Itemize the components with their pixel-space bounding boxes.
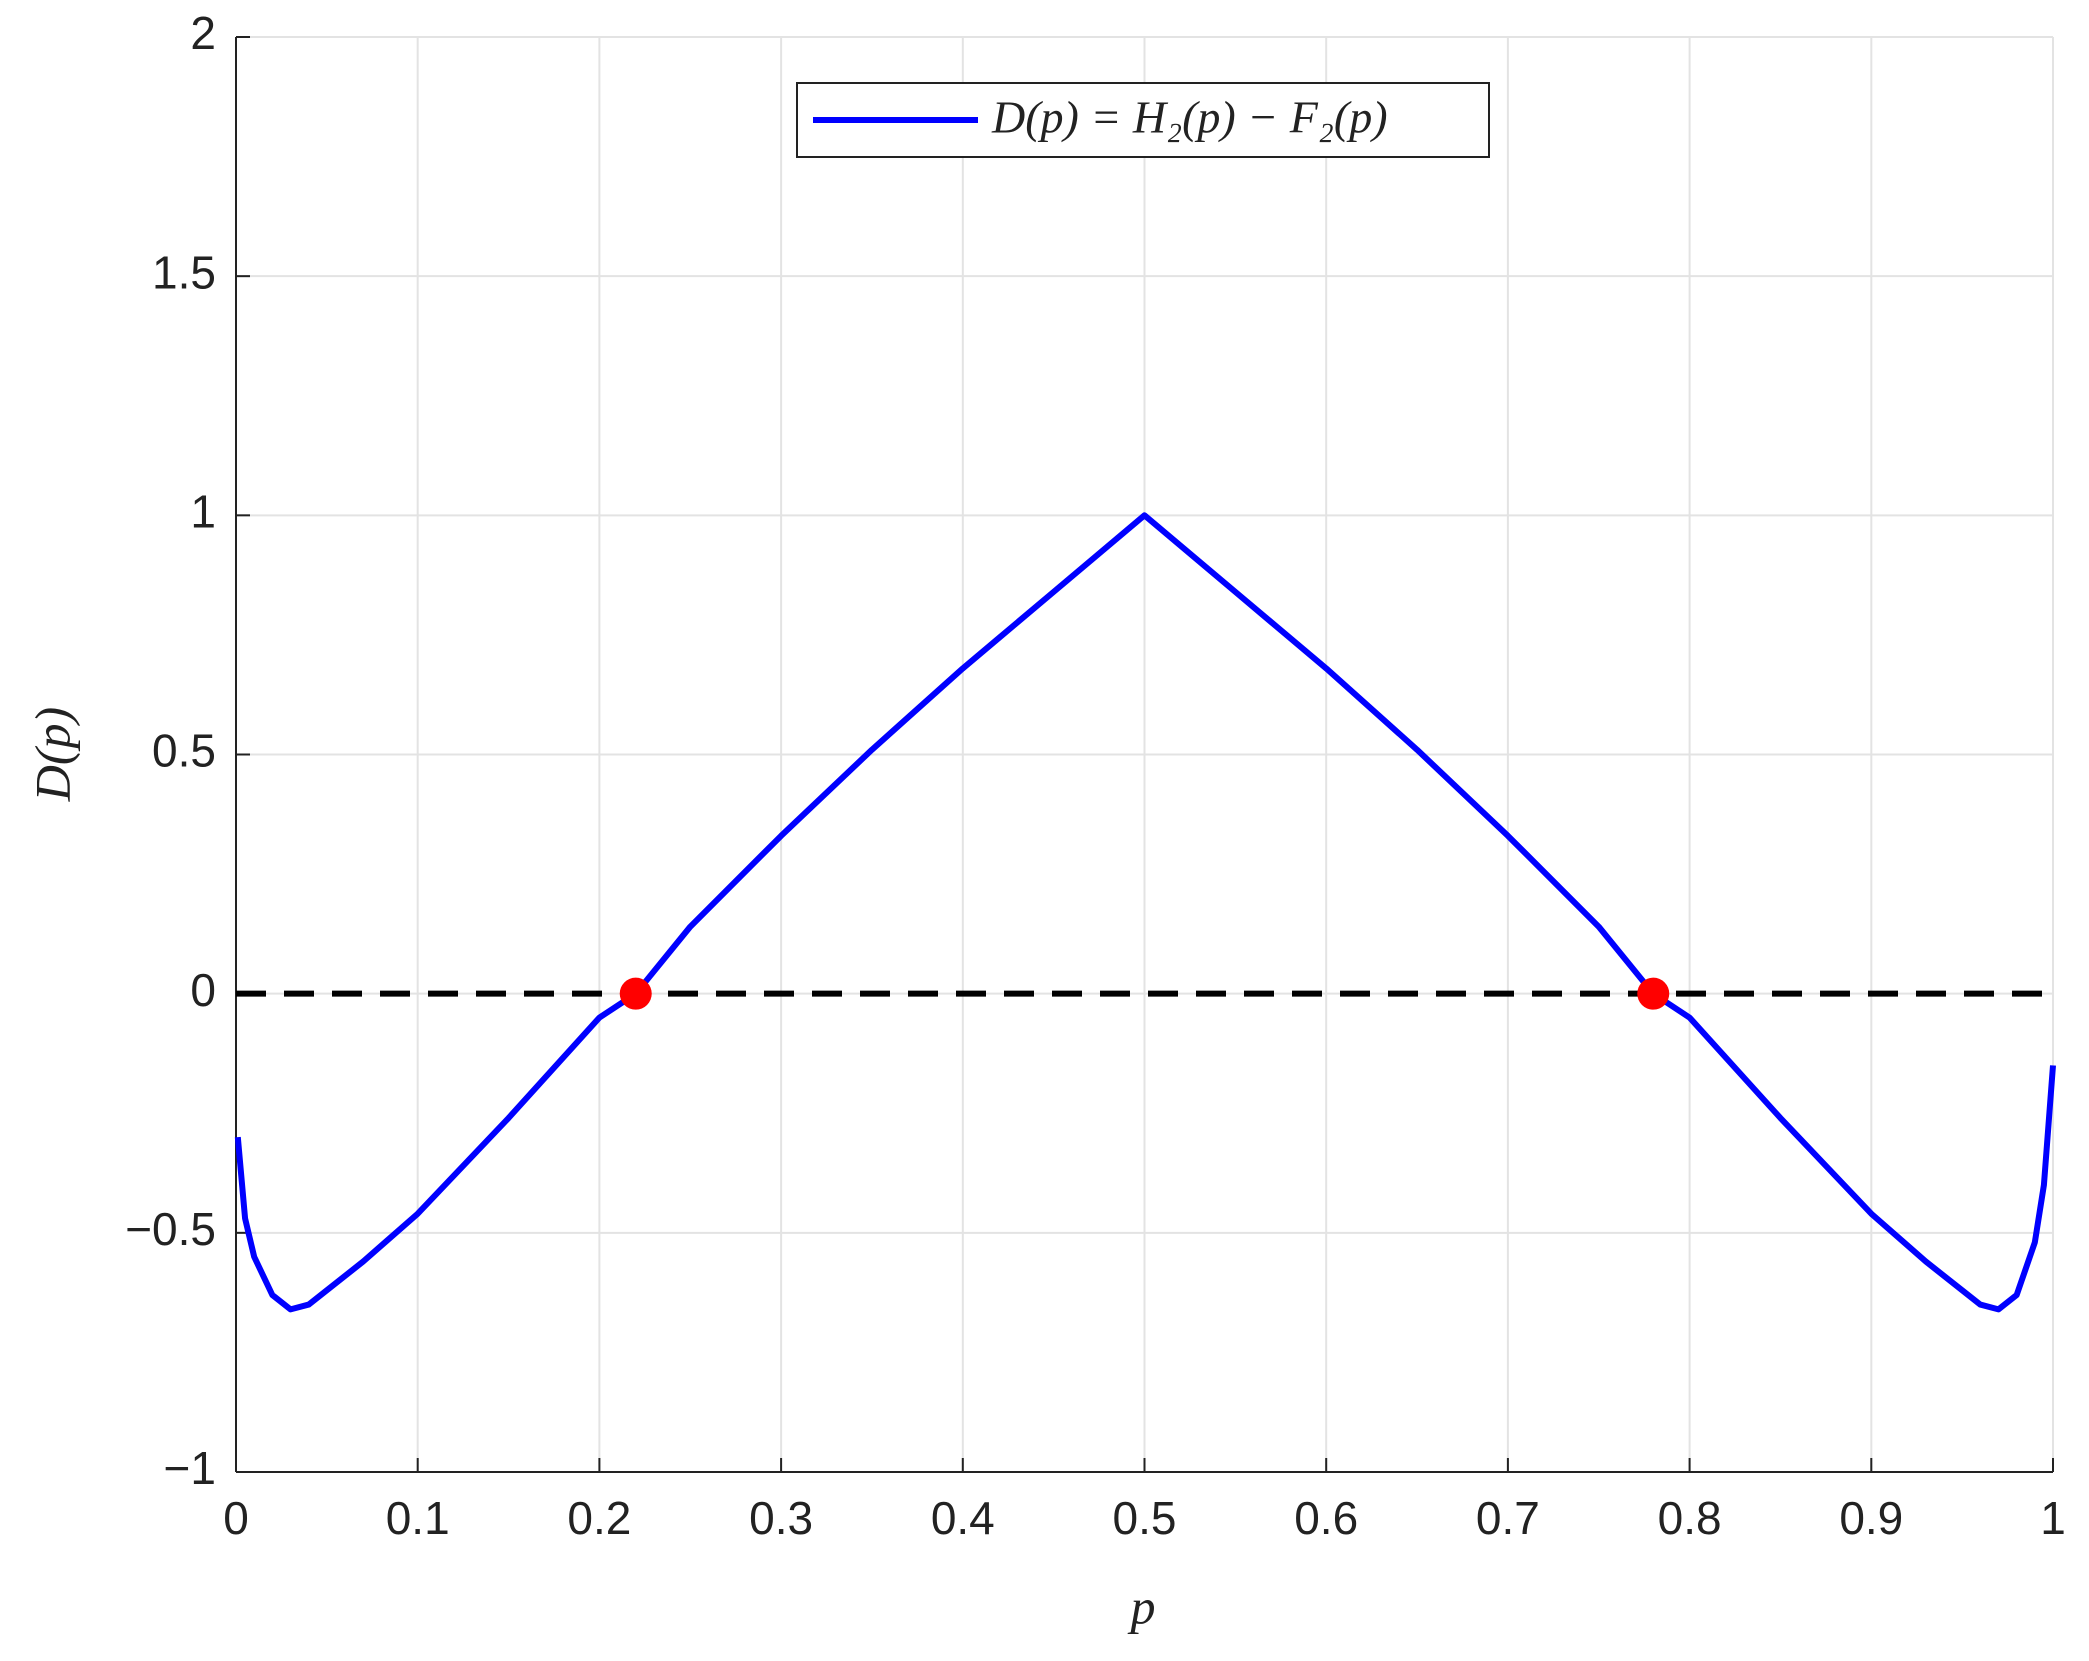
- root-marker: [619, 977, 652, 1010]
- x-tick-label: 0.3: [749, 1492, 813, 1544]
- x-tick-label: 0.5: [1113, 1492, 1177, 1544]
- x-tick-label: 0.1: [386, 1492, 450, 1544]
- y-tick-label: 2: [190, 7, 216, 59]
- y-tick-label: 0.5: [152, 725, 216, 777]
- y-tick-label: 0: [190, 964, 216, 1016]
- y-tick-label: 1: [190, 485, 216, 537]
- line-series: [234, 512, 2056, 1313]
- y-tick-label: 1.5: [152, 246, 216, 298]
- x-tick-label: 0.8: [1658, 1492, 1722, 1544]
- x-tick-label: 0.9: [1839, 1492, 1903, 1544]
- x-axis-label: p: [1128, 1578, 1156, 1634]
- y-axis-label: D(p): [24, 707, 80, 802]
- root-marker: [1637, 977, 1670, 1010]
- x-tick-label: 0.4: [931, 1492, 995, 1544]
- x-tick-label: 0.6: [1294, 1492, 1358, 1544]
- x-tick-label: 0: [223, 1492, 249, 1544]
- y-tick-label: −0.5: [125, 1203, 216, 1255]
- legend-label: D(p) = H₂(p) − F₂(p): [991, 92, 1388, 143]
- x-tick-label: 0.7: [1476, 1492, 1540, 1544]
- y-tick-label: −1: [164, 1442, 216, 1494]
- x-tick-label: 0.2: [567, 1492, 631, 1544]
- x-tick-label: 1: [2040, 1492, 2066, 1544]
